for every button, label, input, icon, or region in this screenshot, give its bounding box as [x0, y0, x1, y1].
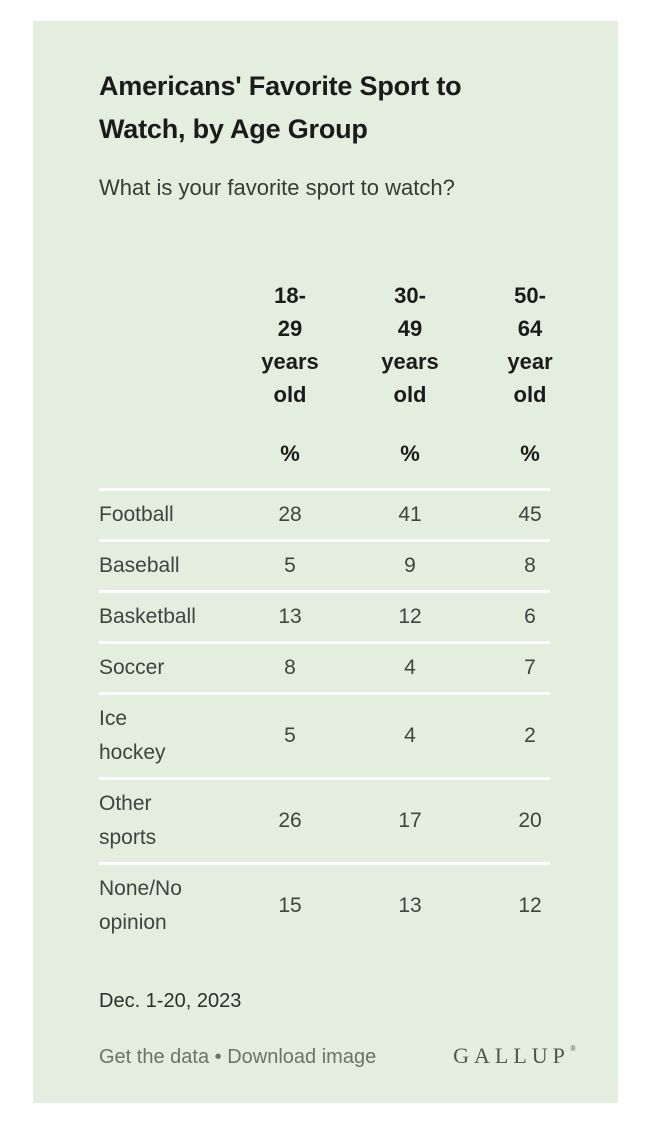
- card-footer: Get the data • Download image GALLUP®: [99, 1043, 576, 1070]
- row-label: Ice hockey: [99, 707, 166, 764]
- gallup-logo[interactable]: GALLUP®: [453, 1043, 576, 1068]
- cell-value: 20: [518, 809, 542, 832]
- chart-title: Americans' Favorite Sport to Watch, by A…: [99, 71, 462, 144]
- row-divider: [99, 590, 550, 593]
- get-the-data-link[interactable]: Get the data: [99, 1046, 210, 1068]
- table-row-other-sports: Other sports 26 17 20: [99, 780, 590, 862]
- cell-value: 13: [278, 605, 302, 628]
- cell-value: 2: [524, 724, 536, 747]
- chart-subtitle: What is your favorite sport to watch?: [99, 175, 455, 200]
- percent-spacer: [99, 437, 230, 470]
- row-divider: [99, 539, 550, 542]
- cell-value: 4: [404, 724, 416, 747]
- column-header-50-64: 50- 64 year old: [507, 283, 553, 407]
- download-image-link[interactable]: Download image: [227, 1046, 377, 1068]
- column-header-30-49: 30- 49 years old: [381, 283, 439, 407]
- row-label: Soccer: [99, 656, 165, 679]
- percent-sign: %: [400, 441, 420, 466]
- cell-value: 45: [518, 503, 542, 526]
- cell-value: 17: [398, 809, 422, 832]
- footer-links: Get the data • Download image: [99, 1044, 376, 1070]
- cell-value: 15: [278, 894, 302, 917]
- row-label: Other sports: [99, 792, 157, 849]
- table-row-ice-hockey: Ice hockey 5 4 2: [99, 695, 590, 777]
- table-row-football: Football 28 41 45: [99, 491, 590, 539]
- cell-value: 8: [284, 656, 296, 679]
- row-label: Basketball: [99, 605, 196, 628]
- table-row-baseball: Baseball 5 9 8: [99, 542, 590, 590]
- cell-value: 9: [404, 554, 416, 577]
- percent-row: % % %: [99, 437, 590, 488]
- table-header-row: 18- 29 years old 30- 49 years old 50- 64…: [99, 279, 590, 411]
- cell-value: 12: [398, 605, 422, 628]
- percent-sign: %: [280, 441, 300, 466]
- cell-value: 13: [398, 894, 422, 917]
- percent-sign: %: [520, 441, 540, 466]
- cell-value: 5: [284, 724, 296, 747]
- data-table: 18- 29 years old 30- 49 years old 50- 64…: [99, 279, 590, 947]
- cell-value: 8: [524, 554, 536, 577]
- row-divider: [99, 777, 550, 780]
- cell-value: 28: [278, 503, 302, 526]
- link-separator: •: [214, 1046, 222, 1068]
- date-note: Dec. 1-20, 2023: [99, 990, 242, 1012]
- cell-value: 26: [278, 809, 302, 832]
- gallup-table-card: Americans' Favorite Sport to Watch, by A…: [33, 21, 618, 1103]
- cell-value: 12: [518, 894, 542, 917]
- column-header-18-29: 18- 29 years old: [261, 283, 319, 407]
- cell-value: 41: [398, 503, 422, 526]
- cell-value: 6: [524, 605, 536, 628]
- cell-value: 5: [284, 554, 296, 577]
- row-label: None/No opinion: [99, 877, 182, 934]
- registered-mark: ®: [569, 1044, 576, 1053]
- table-row-none-no-opinion: None/No opinion 15 13 12: [99, 865, 590, 947]
- header-divider: [99, 488, 550, 491]
- cell-value: 7: [524, 656, 536, 679]
- table-row-basketball: Basketball 13 12 6: [99, 593, 590, 641]
- cell-value: 4: [404, 656, 416, 679]
- table-row-soccer: Soccer 8 4 7: [99, 644, 590, 692]
- row-divider: [99, 862, 550, 865]
- row-divider: [99, 641, 550, 644]
- row-label: Baseball: [99, 554, 180, 577]
- row-divider: [99, 692, 550, 695]
- row-label: Football: [99, 503, 174, 526]
